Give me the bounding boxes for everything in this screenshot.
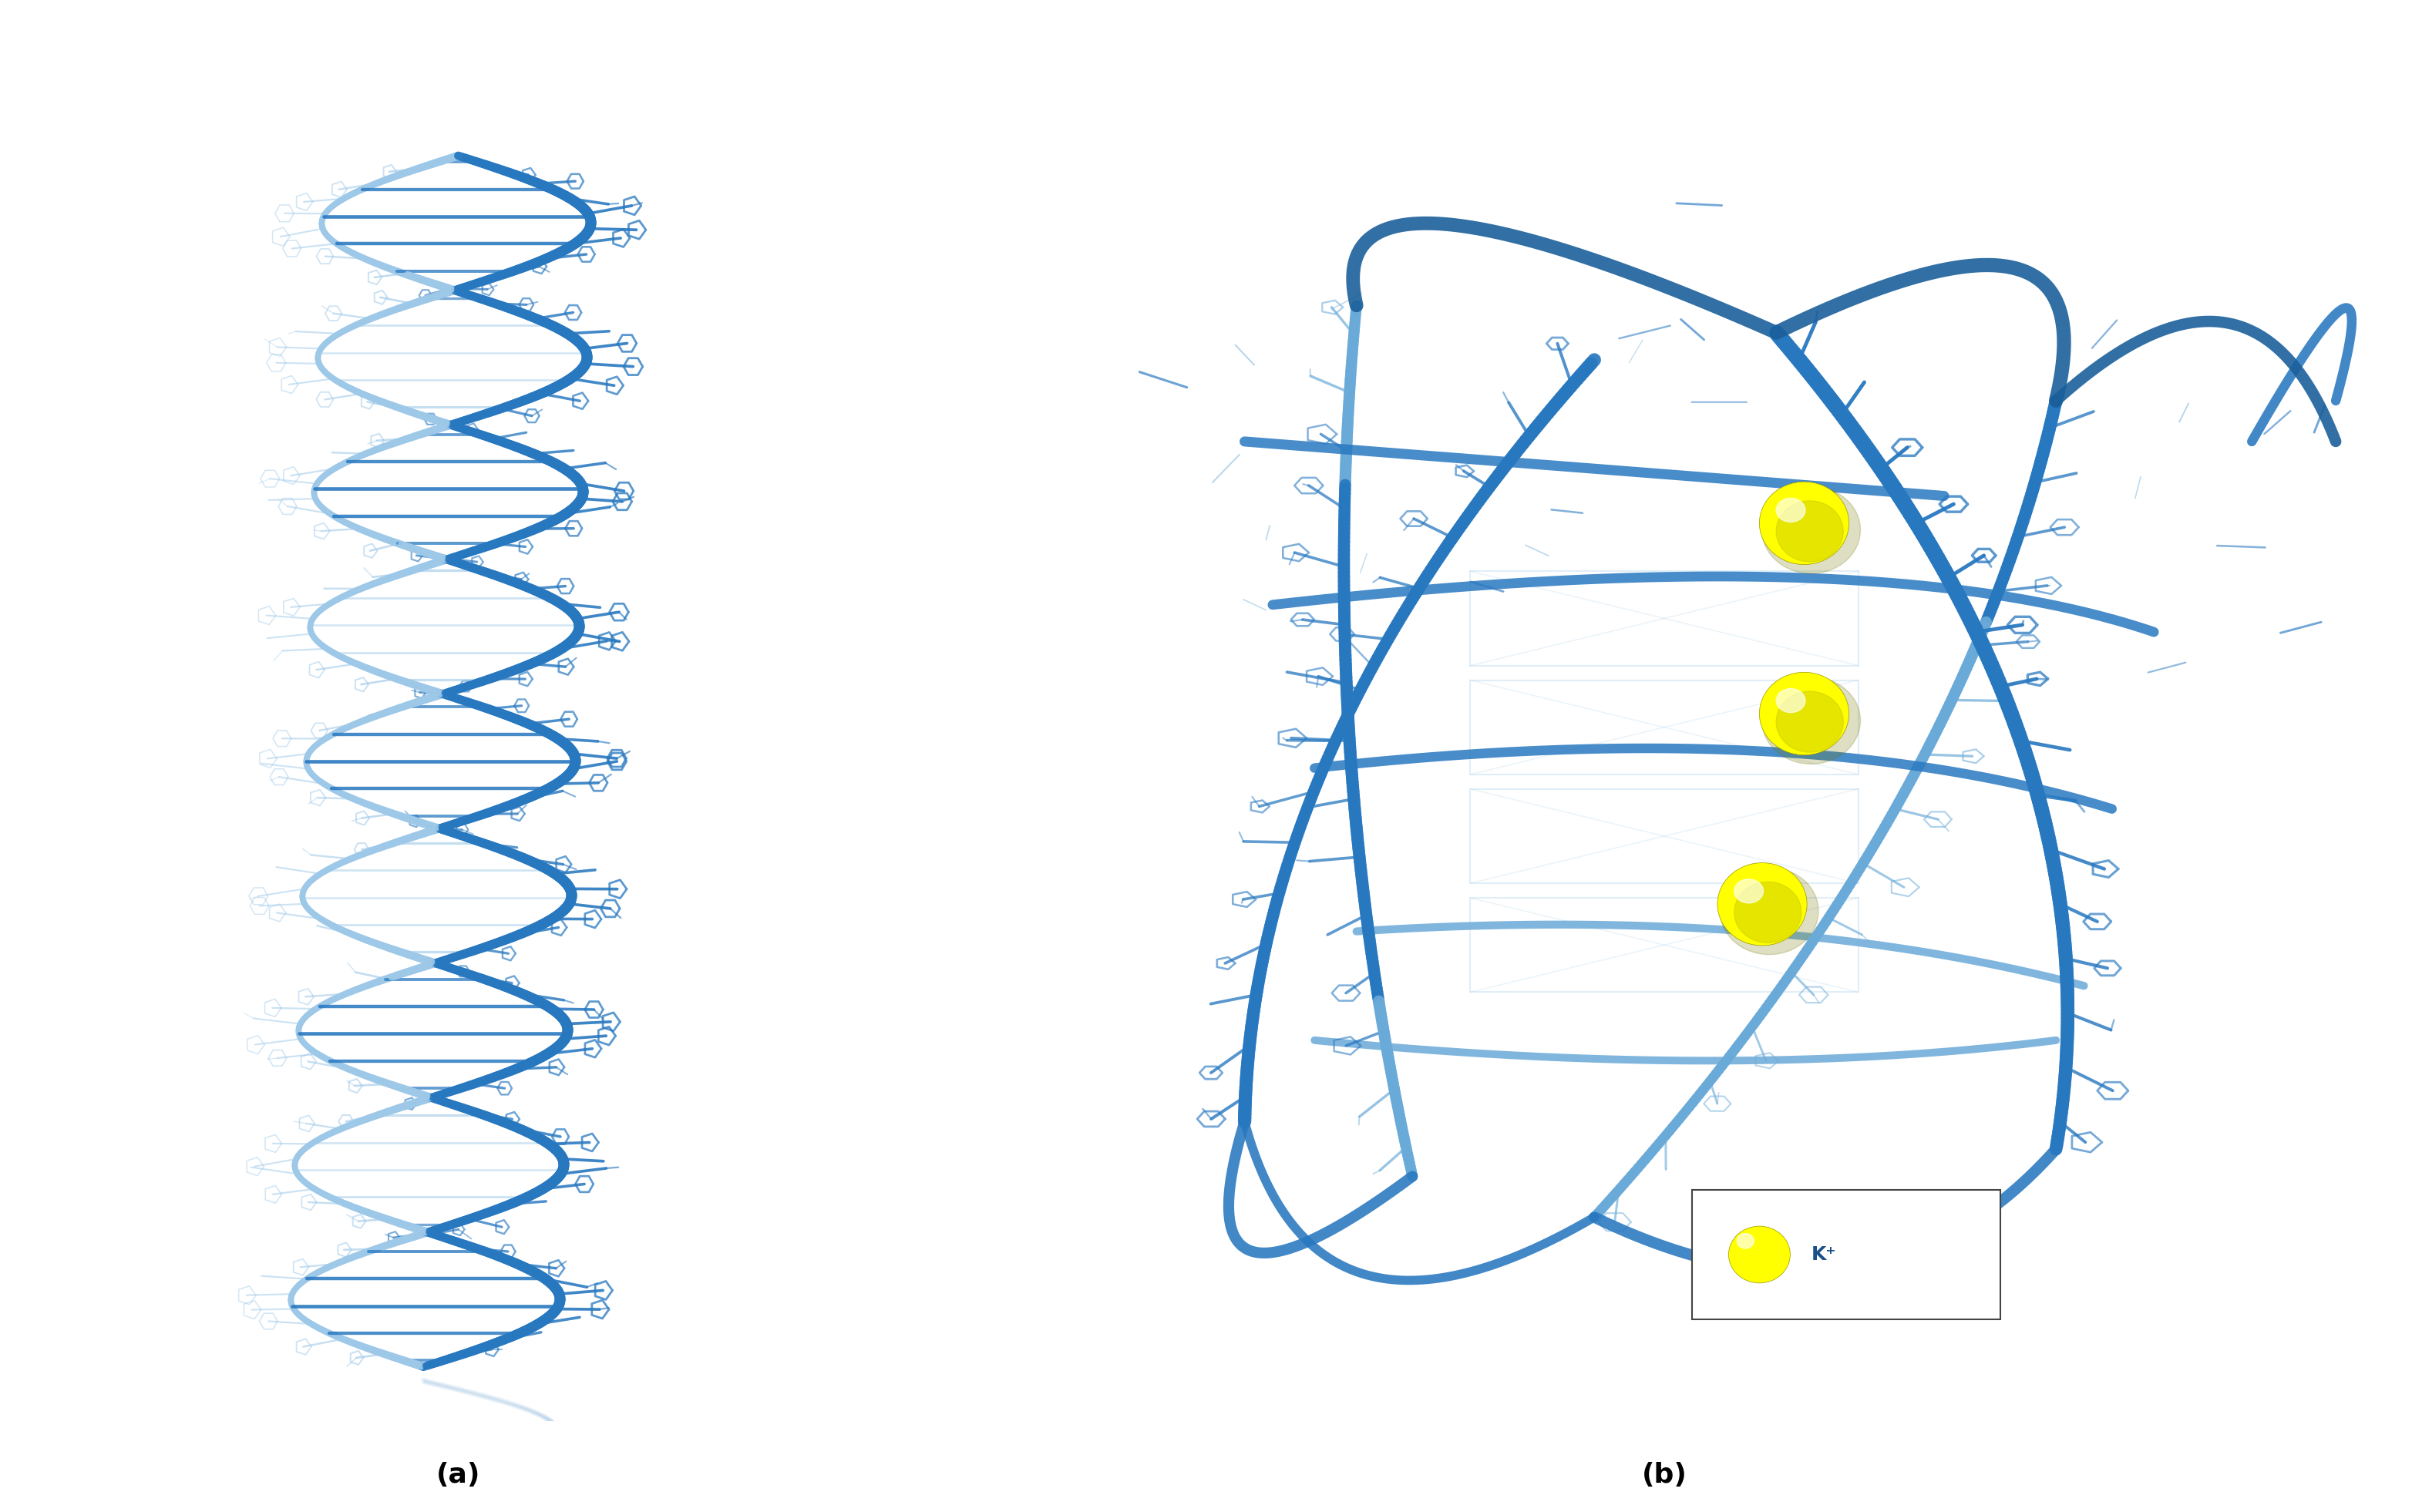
- Ellipse shape: [1775, 691, 1843, 753]
- Ellipse shape: [1720, 868, 1819, 954]
- Ellipse shape: [1717, 863, 1807, 945]
- Text: (b): (b): [1643, 1462, 1686, 1488]
- Ellipse shape: [1775, 688, 1804, 712]
- Ellipse shape: [1761, 677, 1860, 764]
- Ellipse shape: [1720, 868, 1819, 954]
- FancyBboxPatch shape: [1693, 1190, 2000, 1318]
- Ellipse shape: [1729, 1226, 1790, 1284]
- Ellipse shape: [1761, 487, 1860, 573]
- Ellipse shape: [1761, 677, 1860, 764]
- Ellipse shape: [1775, 500, 1843, 562]
- Ellipse shape: [1775, 497, 1804, 522]
- Ellipse shape: [1734, 881, 1802, 943]
- Ellipse shape: [1758, 673, 1850, 754]
- Ellipse shape: [1734, 878, 1763, 903]
- Ellipse shape: [1761, 487, 1860, 573]
- Ellipse shape: [1758, 482, 1850, 564]
- Text: K⁺: K⁺: [1811, 1246, 1836, 1264]
- Text: (a): (a): [437, 1462, 480, 1488]
- Ellipse shape: [1737, 1234, 1754, 1249]
